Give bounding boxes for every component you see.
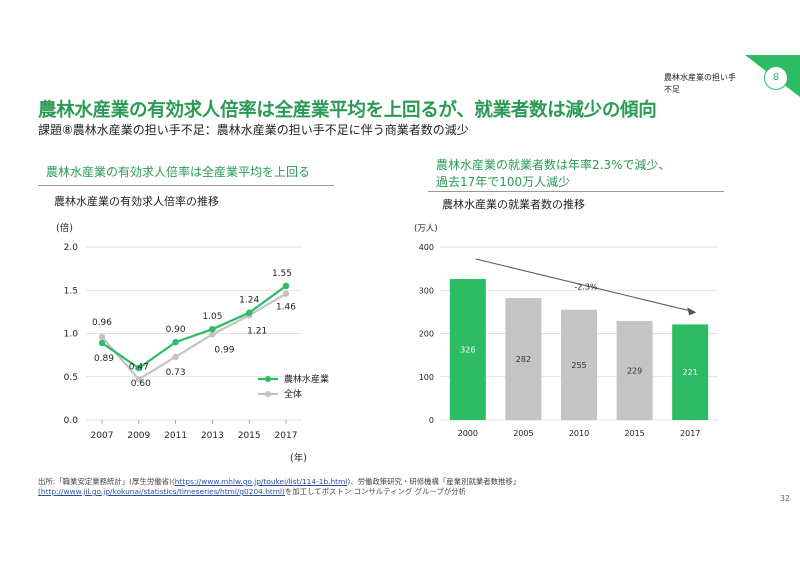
- line-chart: (倍) (年) 0.0 0.5 1.0 1.5 2.0 2007 2009 2011 2013…: [56, 222, 329, 464]
- x-tick-label: 2015: [624, 429, 644, 438]
- data-point: [135, 376, 142, 383]
- data-label-agri: 1.05: [202, 312, 222, 322]
- trend-arrow-line: [475, 258, 691, 312]
- y-tick-label: 200: [419, 330, 434, 339]
- legend-swatch-point: [265, 376, 271, 382]
- data-label-agri: 0.89: [94, 354, 114, 364]
- x-axis-unit: (年): [290, 452, 307, 464]
- y-tick-label: 0.5: [64, 373, 78, 383]
- data-label-all: 0.96: [92, 318, 112, 328]
- data-point: [209, 325, 216, 333]
- y-tick-label: 100: [419, 373, 434, 382]
- y-tick-label: 1.0: [64, 330, 79, 340]
- x-tick-label: 2009: [127, 431, 150, 441]
- data-label-agri: 0.90: [166, 325, 186, 335]
- left-section-divider: [38, 185, 334, 186]
- series-line-agri: [101, 285, 287, 370]
- right-chart-subheading: 農林水産業の就業者数の推移: [442, 198, 585, 211]
- source-mid: )、労働政策研究・研修機構「産業別就業者数推移」: [347, 477, 521, 486]
- y-tick-label: 300: [419, 286, 434, 295]
- y-tick-label: 2.0: [64, 243, 79, 253]
- data-label-agri: 1.24: [239, 296, 259, 306]
- data-label-all: 0.47: [129, 362, 149, 372]
- x-tick-label: 2010: [569, 429, 589, 438]
- x-tick-label: 2000: [458, 429, 478, 438]
- data-label-agri: 1.55: [272, 269, 292, 279]
- source-link-mhlw[interactable]: https://www.mhlw.go.jp/toukei/list/114-1…: [174, 477, 348, 486]
- source-prefix: 出所:「職業安定業務統計」(厚生労働省)(: [38, 477, 175, 486]
- data-point: [246, 309, 253, 316]
- page-badge: 8: [764, 66, 788, 90]
- bar-value-label: 326: [460, 346, 475, 355]
- bar: [505, 298, 542, 420]
- data-point: [135, 364, 142, 372]
- right-section-heading-line1: 農林水産業の就業者数は年率2.3%で減少、: [436, 158, 671, 172]
- y-tick-label: 0.0: [64, 416, 79, 426]
- data-point: [282, 290, 290, 297]
- y-axis-unit: (万人): [414, 224, 438, 234]
- bar: [449, 279, 486, 420]
- data-point: [98, 339, 106, 347]
- page-subtitle: 課題⑧農林水産業の担い手不足：農林水産業の担い手不足に伴う商業者数の減少: [38, 123, 469, 137]
- bar: [616, 320, 653, 420]
- series-line-all: [101, 292, 287, 381]
- x-tick-label: 2005: [513, 429, 533, 438]
- page-title: 農林水産業の有効求人倍率は全産業平均を上回るが、就業者数は減少の傾向: [38, 100, 657, 121]
- x-tick-label: 2015: [238, 431, 261, 441]
- data-point: [282, 282, 290, 290]
- bar-value-label: 255: [571, 361, 586, 370]
- left-section-heading: 農林水産業の有効求人倍率は全産業平均を上回る: [46, 165, 311, 179]
- bar: [672, 324, 709, 420]
- bar-chart: (万人) 0 100 200 300 400 326 2000 282 2005 255 2010…: [414, 224, 718, 438]
- y-tick-label: 400: [419, 243, 434, 252]
- x-tick-label: 2013: [201, 431, 224, 441]
- trend-annotation: -2.3%: [574, 283, 598, 292]
- y-tick-label: 1.5: [64, 286, 78, 296]
- data-point: [209, 331, 216, 338]
- data-point: [172, 353, 179, 361]
- data-label-all: 1.21: [247, 326, 267, 336]
- data-label-all: 0.99: [214, 345, 234, 355]
- right-section-heading-line2: 過去17年で100万人減少: [436, 175, 571, 189]
- legend-label: 全体: [284, 388, 302, 400]
- x-tick-label: 2017: [275, 431, 298, 441]
- trend-arrow-head: [687, 307, 697, 316]
- section-tag: 農林水産業の担い手不足: [664, 73, 736, 94]
- left-chart-subheading: 農林水産業の有効求人倍率の推移: [54, 195, 219, 208]
- right-section-divider: [428, 191, 724, 192]
- y-tick-label: 0: [429, 416, 434, 425]
- data-label-all: 0.73: [166, 368, 186, 378]
- source-suffix: を加工してボストン コンサルティング グループが分析: [284, 487, 466, 496]
- legend-label: 農林水産業: [284, 373, 329, 385]
- bar: [561, 309, 597, 420]
- x-tick-label: 2011: [164, 431, 187, 441]
- bar-value-label: 221: [683, 368, 698, 377]
- source-link-jil[interactable]: (http://www.jil.go.jp/kokunai/statistics…: [38, 487, 285, 496]
- y-axis-unit: (倍): [56, 222, 73, 234]
- data-point: [98, 333, 106, 341]
- data-label-all: 1.46: [276, 303, 296, 313]
- legend-swatch-point: [265, 391, 271, 397]
- data-point: [172, 338, 179, 346]
- x-tick-label: 2007: [91, 431, 114, 441]
- source-note: 出所:「職業安定業務統計」(厚生労働省)(https://www.mhlw.go…: [38, 477, 520, 497]
- bar-value-label: 282: [516, 355, 531, 364]
- bar-value-label: 229: [627, 366, 642, 375]
- data-label-agri: 0.60: [131, 379, 151, 389]
- page-number: 32: [779, 494, 790, 503]
- x-tick-label: 2017: [680, 429, 700, 438]
